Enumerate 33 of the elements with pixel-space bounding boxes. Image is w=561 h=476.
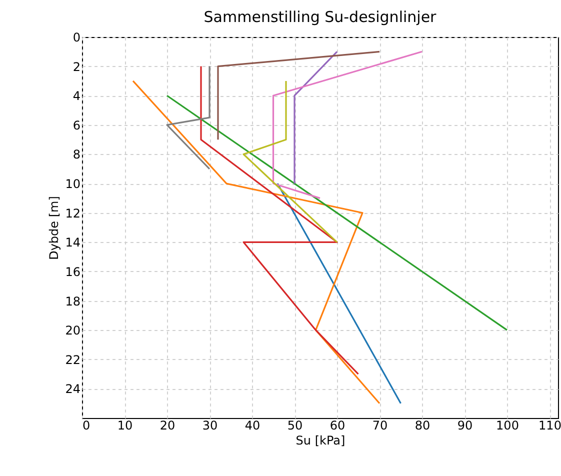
y-tick-label: 22 — [65, 352, 80, 367]
x-tick-label: 60 — [330, 418, 346, 432]
x-tick-label: 100 — [496, 418, 519, 432]
y-tick-label: 14 — [65, 236, 80, 250]
x-tick-label: 50 — [287, 418, 303, 432]
y-tick-label: 10 — [65, 177, 80, 192]
line-series — [272, 50, 423, 199]
x-tick-label: 30 — [202, 418, 218, 432]
y-tick-label: 20 — [65, 324, 80, 338]
x-tick-label: 10 — [117, 418, 133, 432]
x-tick-label: 20 — [160, 418, 176, 432]
x-tick-label: 90 — [457, 418, 473, 432]
y-tick-label: 2 — [72, 60, 80, 74]
x-axis-title: Su [kPa] — [296, 434, 346, 448]
y-tick-label: 12 — [65, 206, 80, 220]
y-tick-label: 8 — [72, 148, 80, 162]
y-tick-label: 16 — [65, 264, 80, 279]
y-tick-label: 24 — [65, 382, 80, 396]
y-tick-label: 4 — [72, 89, 80, 104]
x-tick-label: 70 — [372, 418, 388, 432]
x-tick-label: 110 — [538, 418, 561, 432]
y-tick-label: 18 — [65, 294, 80, 308]
line-series — [166, 66, 210, 170]
x-tick-label: 80 — [414, 418, 430, 432]
chart-title: Sammenstilling Su-designlinjer — [204, 8, 438, 26]
line-series — [242, 80, 338, 243]
x-tick-label: 0 — [82, 418, 90, 432]
line-series — [200, 66, 360, 375]
y-tick-label: 0 — [72, 30, 80, 44]
line-series — [132, 80, 380, 404]
y-tick-label: 6 — [72, 118, 80, 132]
y-axis-title: Dybde [m] — [47, 196, 62, 260]
x-tick-label: 40 — [244, 418, 260, 432]
